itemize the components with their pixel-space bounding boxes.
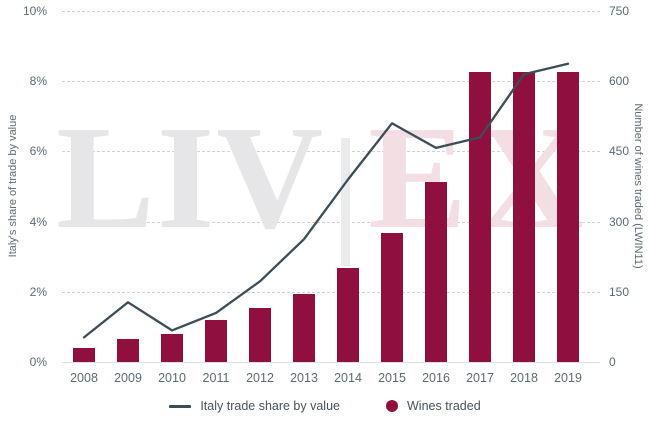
right-axis-tick-label: 0 [609, 355, 616, 369]
watermark-separator-bar [341, 138, 351, 266]
x-axis-baseline [62, 362, 600, 363]
bar-2019 [557, 71, 579, 362]
bar-2012 [249, 308, 271, 362]
legend: Italy trade share by value Wines traded [0, 399, 650, 413]
right-axis-tick-label: 750 [609, 4, 630, 18]
bar-2014 [337, 268, 359, 362]
x-axis-label-2019: 2019 [554, 371, 582, 385]
right-axis-title: Number of wines traded (LWIN11) [632, 103, 644, 269]
bar-2009 [117, 338, 139, 362]
bar-2018 [513, 71, 535, 362]
circle-swatch-icon [386, 400, 398, 412]
legend-item-trade-share: Italy trade share by value [169, 399, 340, 413]
x-axis-label-2014: 2014 [334, 371, 362, 385]
left-axis-tick-label: 6% [29, 144, 47, 158]
right-axis-tick-label: 450 [609, 144, 630, 158]
left-axis-tick-label: 10% [22, 4, 47, 18]
x-axis-label-2013: 2013 [290, 371, 318, 385]
left-axis-tick-label: 0% [29, 355, 47, 369]
right-axis-tick-label: 600 [609, 74, 630, 88]
right-axis-tick-label: 150 [609, 285, 630, 299]
x-axis-label-2015: 2015 [378, 371, 406, 385]
watermark-liv-text: LIV [56, 96, 326, 260]
x-axis-label-2010: 2010 [158, 371, 186, 385]
bar-2010 [161, 333, 183, 362]
line-swatch-icon [169, 404, 192, 408]
bar-2008 [73, 347, 95, 362]
gridline [62, 11, 600, 12]
x-axis-label-2008: 2008 [70, 371, 98, 385]
left-axis-tick-label: 2% [29, 285, 47, 299]
x-axis-label-2016: 2016 [422, 371, 450, 385]
bar-2015 [381, 233, 403, 362]
bar-2013 [293, 294, 315, 362]
right-axis-tick-label: 300 [609, 215, 630, 229]
x-axis-label-2017: 2017 [466, 371, 494, 385]
x-axis-label-2018: 2018 [510, 371, 538, 385]
legend-label-trade-share: Italy trade share by value [200, 399, 340, 413]
left-axis-tick-label: 8% [29, 74, 47, 88]
legend-item-wines-traded: Wines traded [386, 399, 481, 413]
bar-2011 [205, 319, 227, 362]
x-axis-label-2012: 2012 [246, 371, 274, 385]
left-axis-tick-label: 4% [29, 215, 47, 229]
legend-label-wines-traded: Wines traded [407, 399, 481, 413]
bar-2017 [469, 71, 491, 362]
left-axis-title: Italy's share of trade by value [7, 114, 19, 258]
x-axis-label-2009: 2009 [114, 371, 142, 385]
bar-2016 [425, 181, 447, 362]
x-axis-label-2011: 2011 [202, 371, 230, 385]
